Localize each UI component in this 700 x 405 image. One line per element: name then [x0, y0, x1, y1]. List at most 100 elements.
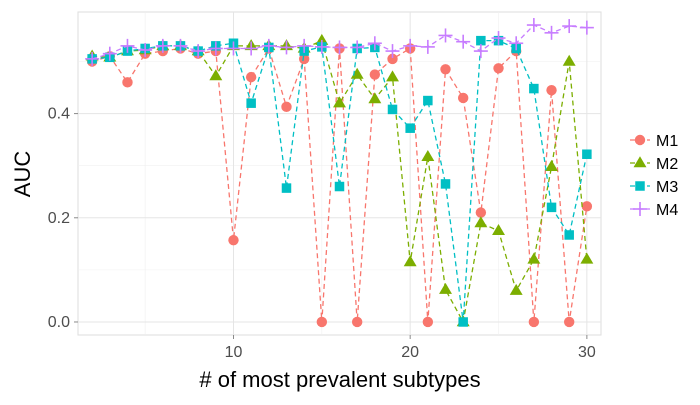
- legend-item-m4: M4: [630, 202, 678, 219]
- legend-label-m4: M4: [656, 202, 678, 219]
- data-point-m4: [173, 38, 188, 53]
- data-point-m1: [528, 316, 540, 328]
- data-point-m1: [493, 63, 504, 74]
- data-point-m4: [155, 38, 170, 53]
- data-point-m4: [350, 40, 365, 55]
- data-point-m2: [580, 252, 594, 264]
- data-point-m4: [385, 44, 400, 59]
- data-point-m3: [387, 104, 398, 115]
- data-point-m3: [405, 123, 415, 133]
- data-point-m3: [246, 98, 256, 108]
- data-point-m4: [138, 43, 153, 58]
- data-point-m4: [403, 38, 418, 53]
- data-point-m1: [475, 207, 487, 218]
- data-point-m1: [228, 234, 239, 246]
- data-point-m3: [529, 83, 539, 94]
- data-point-m2: [368, 92, 382, 104]
- data-point-m1: [457, 92, 469, 104]
- data-point-m3: [476, 35, 486, 46]
- data-point-m2: [403, 255, 417, 267]
- legend-item-m2: M2: [630, 156, 678, 173]
- data-point-m2: [562, 54, 576, 66]
- data-point-m4: [314, 39, 329, 54]
- data-point-m1: [546, 84, 557, 96]
- plot-panel: [77, 11, 602, 336]
- data-point-m3: [423, 95, 433, 106]
- data-point-m4: [208, 41, 223, 56]
- y-tick-label: 0.4: [48, 106, 70, 123]
- x-axis-title: # of most prevalent subtypes: [199, 367, 480, 392]
- data-point-m4: [509, 36, 524, 51]
- x-tick-label: 20: [401, 344, 419, 361]
- data-point-m1: [351, 316, 363, 328]
- data-point-m1: [563, 316, 575, 328]
- data-point-m4: [579, 20, 594, 35]
- data-point-m2: [545, 159, 558, 171]
- data-point-m4: [226, 41, 241, 56]
- data-point-m1: [245, 71, 257, 83]
- legend-marker-m1: [634, 134, 646, 146]
- legend-label-m1: M1: [656, 133, 678, 150]
- legend-marker-m2: [633, 156, 647, 168]
- legend-label-m3: M3: [656, 179, 678, 196]
- legend-item-m3: M3: [630, 179, 678, 196]
- data-point-m4: [279, 40, 294, 55]
- data-point-m1: [422, 316, 434, 328]
- legend-marker-m4: [633, 202, 647, 216]
- series-layer: [85, 18, 594, 328]
- data-point-m1: [281, 101, 292, 113]
- x-tick-label: 30: [578, 344, 596, 361]
- data-point-m4: [438, 28, 453, 43]
- data-point-m4: [473, 44, 488, 59]
- data-point-m3: [440, 179, 451, 189]
- data-point-m2: [474, 216, 488, 228]
- data-point-m4: [85, 51, 100, 66]
- data-point-m2: [315, 33, 329, 45]
- data-point-m3: [546, 202, 557, 213]
- data-point-m1: [369, 69, 381, 80]
- series-m4: [85, 18, 594, 66]
- data-point-m4: [120, 38, 135, 53]
- y-axis-title: AUC: [10, 151, 35, 198]
- data-point-m4: [544, 25, 559, 40]
- data-point-m2: [492, 224, 505, 236]
- data-point-m3: [564, 230, 574, 240]
- data-point-m2: [386, 70, 399, 82]
- data-point-m4: [191, 44, 206, 59]
- grid-layer: [78, 12, 601, 335]
- data-point-m2: [350, 67, 364, 79]
- data-point-m4: [367, 36, 382, 51]
- legend-label-m2: M2: [656, 156, 678, 173]
- legend-item-m1: M1: [630, 133, 678, 150]
- y-tick-label: 0.0: [48, 314, 70, 331]
- data-point-m2: [333, 96, 346, 108]
- axis-layer: 10 20 30 0.0 0.2 0.4: [48, 106, 596, 361]
- data-point-m2: [527, 252, 541, 264]
- data-point-m3: [458, 317, 468, 327]
- series-line-m3: [92, 40, 588, 323]
- legend-marker-m3: [635, 181, 645, 191]
- data-point-m2: [209, 69, 223, 81]
- data-point-m4: [297, 38, 312, 53]
- data-point-m4: [456, 34, 471, 49]
- data-point-m4: [491, 31, 506, 46]
- data-point-m1: [298, 53, 310, 65]
- data-point-m4: [261, 38, 276, 53]
- data-point-m3: [334, 181, 345, 192]
- data-point-m4: [244, 41, 259, 56]
- data-point-m4: [526, 18, 541, 33]
- data-point-m2: [439, 282, 452, 294]
- data-point-m1: [387, 53, 398, 65]
- data-point-m3: [582, 149, 592, 159]
- data-point-m3: [281, 183, 292, 193]
- x-tick-label: 10: [225, 344, 243, 361]
- data-point-m4: [102, 46, 117, 61]
- data-point-m2: [509, 283, 523, 295]
- data-point-m1: [122, 77, 133, 88]
- data-point-m1: [316, 316, 328, 328]
- data-point-m2: [421, 150, 435, 162]
- y-tick-label: 0.2: [48, 210, 70, 227]
- legend: M1 M2 M3 M4: [630, 133, 678, 219]
